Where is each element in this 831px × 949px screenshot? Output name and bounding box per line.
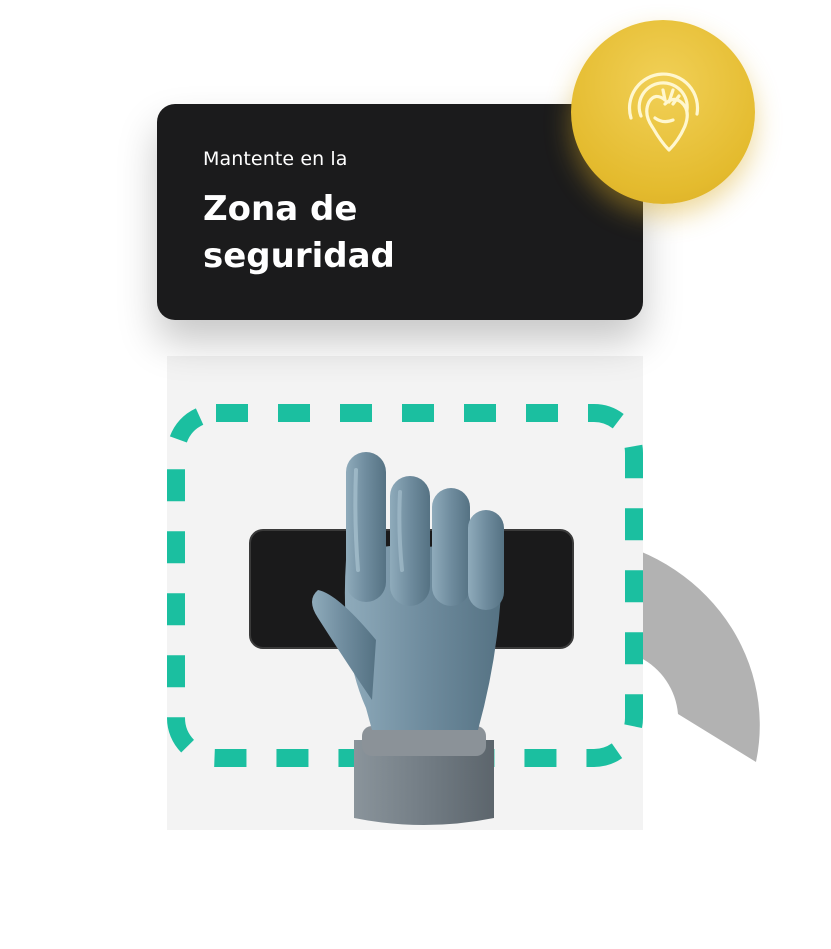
info-card: Mantente en la Zona de seguridad	[157, 104, 643, 320]
heart-badge	[571, 20, 755, 204]
card-subtitle: Mantente en la	[203, 148, 348, 170]
heart-target-icon	[627, 72, 700, 152]
card-title: Zona de seguridad	[203, 189, 395, 276]
